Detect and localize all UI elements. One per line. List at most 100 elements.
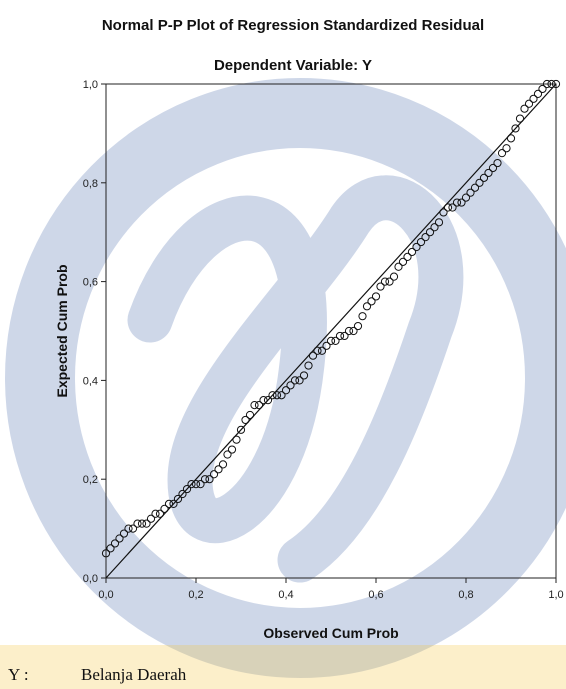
data-point <box>493 158 502 168</box>
data-point <box>358 312 367 321</box>
data-point <box>479 173 489 182</box>
data-point <box>115 534 124 543</box>
data-point <box>322 341 331 350</box>
x-tick-label: 0,0 <box>98 589 113 601</box>
data-point <box>524 99 534 108</box>
data-point <box>488 163 498 173</box>
data-point <box>160 504 169 513</box>
data-point <box>119 529 129 538</box>
x-tick-label: 0,2 <box>188 589 203 601</box>
data-point <box>533 89 543 98</box>
data-point <box>259 396 268 405</box>
data-point <box>245 410 255 420</box>
data-point <box>133 519 142 528</box>
data-point <box>191 480 201 489</box>
y-tick-label: 0,2 <box>83 474 98 486</box>
data-point <box>506 134 516 143</box>
x-axis-label: Observed Cum Prob <box>263 625 398 641</box>
y-tick-label: 0,0 <box>83 573 98 585</box>
data-point <box>398 257 408 266</box>
data-point <box>299 371 309 380</box>
data-point <box>151 509 160 518</box>
data-point <box>200 475 210 484</box>
data-point <box>241 415 250 425</box>
data-point <box>187 480 196 489</box>
footnote-text: Belanja Daerah <box>81 665 187 684</box>
x-axis: 0,0 0,2 0,4 0,6 0,8 1,0 <box>98 578 564 601</box>
data-point <box>547 79 556 89</box>
data-point <box>313 346 322 355</box>
data-point <box>232 435 241 444</box>
data-point <box>106 544 115 553</box>
data-point <box>470 183 480 192</box>
data-point <box>380 277 390 286</box>
y-axis: 0,0 0,2 0,4 0,6 0,8 1,0 <box>83 79 106 585</box>
x-tick-label: 1,0 <box>548 589 563 601</box>
y-tick-label: 0,6 <box>83 277 98 289</box>
data-point <box>169 499 178 508</box>
data-point <box>439 208 448 217</box>
data-point <box>142 519 151 528</box>
data-point <box>403 252 412 261</box>
data-point <box>254 401 264 410</box>
data-point <box>394 262 403 271</box>
data-point <box>146 514 156 523</box>
data-point <box>173 494 183 504</box>
data-point <box>353 321 363 331</box>
data-point <box>205 475 214 484</box>
data-point <box>218 460 228 469</box>
data-point <box>448 203 457 212</box>
data-point <box>443 203 453 212</box>
data-point <box>331 336 340 345</box>
data-point <box>515 114 525 123</box>
data-point <box>124 524 133 533</box>
data-point <box>457 198 466 207</box>
data-point <box>308 351 318 360</box>
data-point <box>317 346 327 355</box>
data-point <box>452 198 462 207</box>
data-point <box>475 178 484 187</box>
data-point <box>286 381 295 390</box>
data-point <box>461 193 471 202</box>
data-point <box>430 223 439 232</box>
data-point <box>326 336 336 345</box>
data-points <box>101 79 561 558</box>
data-point <box>178 489 187 499</box>
data-point <box>551 79 561 89</box>
data-point <box>101 549 111 558</box>
data-point <box>137 519 147 528</box>
data-point <box>542 79 552 89</box>
data-point <box>214 465 223 474</box>
data-point <box>196 480 205 489</box>
data-point <box>236 425 246 434</box>
data-point <box>128 524 138 533</box>
data-point <box>223 450 232 459</box>
chart-title: Normal P-P Plot of Regression Standardiz… <box>102 17 484 34</box>
data-point <box>272 391 282 400</box>
chart-subtitle: Dependent Variable: Y <box>214 57 372 74</box>
data-point <box>290 376 300 385</box>
data-point <box>520 104 529 113</box>
data-point <box>502 144 511 153</box>
data-point <box>484 168 493 178</box>
watermark-logo <box>5 78 566 678</box>
x-tick-label: 0,6 <box>368 589 383 601</box>
x-tick-label: 0,8 <box>458 589 473 601</box>
data-point <box>277 391 286 400</box>
data-point <box>497 149 507 158</box>
data-point <box>164 499 174 508</box>
data-point <box>529 94 538 103</box>
data-point <box>268 391 277 400</box>
data-point <box>466 188 475 197</box>
data-point <box>281 386 291 395</box>
data-point <box>421 233 430 242</box>
y-axis-label: Expected Cum Prob <box>54 264 70 397</box>
data-point <box>371 292 381 301</box>
footnote-symbol: Y : <box>8 665 29 684</box>
data-point <box>407 247 417 257</box>
data-point <box>304 361 313 370</box>
data-point <box>389 272 399 281</box>
data-point <box>538 84 547 94</box>
data-point <box>367 297 376 306</box>
data-point <box>511 124 520 133</box>
